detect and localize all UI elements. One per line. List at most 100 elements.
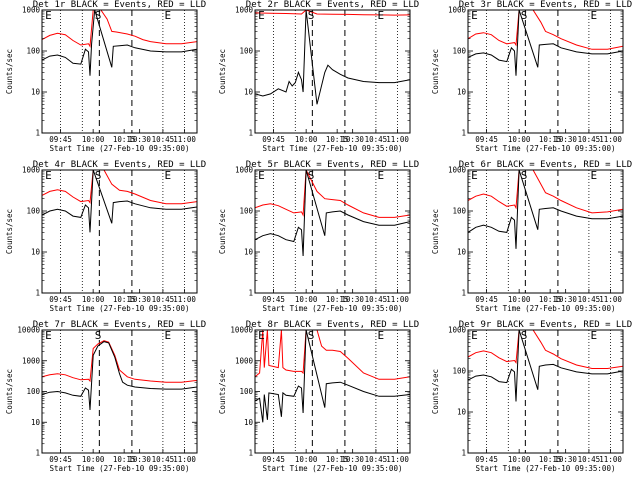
x-tick-label: 09:45 xyxy=(262,295,285,304)
y-tick-label: 1000 xyxy=(448,166,467,175)
y-tick-label: 1 xyxy=(461,289,466,298)
lld-rate-line xyxy=(255,330,410,380)
y-axis-label: Counts/sec xyxy=(431,49,440,94)
x-tick-label: 11:00 xyxy=(599,295,622,304)
events-rate-line xyxy=(42,341,197,411)
x-tick-label: 11:00 xyxy=(173,295,196,304)
y-tick-label: 100 xyxy=(239,387,253,396)
x-tick-label: 11:00 xyxy=(173,135,196,144)
event-marker-label: E xyxy=(45,329,52,342)
x-axis-label: Start Time (27-Feb-10 09:35:00) xyxy=(263,144,403,153)
panel-title: Det 7r BLACK = Events, RED = LLD xyxy=(33,320,206,330)
y-axis-label: Counts/sec xyxy=(218,209,227,254)
x-tick-label: 10:15 xyxy=(326,455,349,464)
x-tick-label: 10:45 xyxy=(365,455,388,464)
x-tick-label: 10:00 xyxy=(295,135,318,144)
x-axis-label: Start Time (27-Feb-10 09:35:00) xyxy=(476,464,616,473)
y-axis-label: Counts/sec xyxy=(218,369,227,414)
y-tick-label: 1000 xyxy=(448,326,467,335)
event-marker-label: E xyxy=(377,9,384,22)
event-marker-label: E xyxy=(164,329,171,342)
x-tick-label: 09:45 xyxy=(475,455,498,464)
event-marker-label: E xyxy=(590,9,597,22)
lld-rate-line xyxy=(255,10,410,16)
events-rate-line xyxy=(42,10,197,76)
events-rate-line xyxy=(468,10,623,76)
event-marker-label: S xyxy=(308,9,315,22)
y-tick-label: 1000 xyxy=(235,6,254,15)
plot-frame xyxy=(467,329,624,454)
x-tick-label: 10:00 xyxy=(295,455,318,464)
x-tick-label: 09:45 xyxy=(49,455,72,464)
y-tick-label: 10 xyxy=(457,248,467,257)
x-tick-label: 10:45 xyxy=(578,295,601,304)
x-axis-label: Start Time (27-Feb-10 09:35:00) xyxy=(476,304,616,313)
y-tick-label: 10 xyxy=(457,408,467,417)
event-marker-label: S xyxy=(521,329,528,342)
events-rate-line xyxy=(468,330,623,402)
x-tick-label: 09:45 xyxy=(475,295,498,304)
x-axis-label: Start Time (27-Feb-10 09:35:00) xyxy=(50,144,190,153)
x-axis-label: Start Time (27-Feb-10 09:35:00) xyxy=(263,464,403,473)
events-rate-line xyxy=(255,330,410,423)
x-axis-label: Start Time (27-Feb-10 09:35:00) xyxy=(476,144,616,153)
x-tick-label: 10:15 xyxy=(113,135,136,144)
plot-frame xyxy=(467,9,624,134)
x-tick-label: 10:30 xyxy=(341,295,364,304)
x-tick-label: 10:15 xyxy=(539,455,562,464)
y-tick-label: 1 xyxy=(248,289,253,298)
lld-rate-line xyxy=(42,340,197,383)
y-tick-label: 1 xyxy=(35,289,40,298)
x-tick-label: 10:15 xyxy=(326,135,349,144)
y-tick-label: 10 xyxy=(31,418,41,427)
x-tick-label: 10:30 xyxy=(128,295,151,304)
panel-title: Det 3r BLACK = Events, RED = LLD xyxy=(459,0,632,10)
x-tick-label: 10:45 xyxy=(152,135,175,144)
y-tick-label: 10 xyxy=(31,88,41,97)
panel-title: Det 4r BLACK = Events, RED = LLD xyxy=(33,160,206,170)
x-tick-label: 10:00 xyxy=(508,455,531,464)
x-tick-label: 10:00 xyxy=(82,295,105,304)
plot-frame xyxy=(254,329,411,454)
y-tick-label: 1000 xyxy=(22,6,41,15)
x-tick-label: 09:45 xyxy=(262,455,285,464)
plot-frame xyxy=(467,169,624,294)
x-tick-label: 10:30 xyxy=(128,455,151,464)
panel-det-6r: Det 6r BLACK = Events, RED = LLD 1 10 100 10… xyxy=(431,160,632,313)
x-tick-label: 10:30 xyxy=(341,135,364,144)
x-tick-label: 10:45 xyxy=(152,295,175,304)
x-tick-label: 10:30 xyxy=(341,455,364,464)
x-tick-label: 10:30 xyxy=(128,135,151,144)
events-rate-line xyxy=(42,170,197,233)
panel-det-9r: Det 9r BLACK = Events, RED = LLD 1 10 100 10… xyxy=(431,320,632,473)
event-marker-label: E xyxy=(45,169,52,182)
panel-det-4r: Det 4r BLACK = Events, RED = LLD 1 10 100 10… xyxy=(5,160,206,313)
x-tick-label: 10:15 xyxy=(326,295,349,304)
y-tick-label: 100 xyxy=(26,387,40,396)
x-tick-label: 10:00 xyxy=(295,295,318,304)
x-axis-label: Start Time (27-Feb-10 09:35:00) xyxy=(50,464,190,473)
event-marker-label: S xyxy=(95,9,102,22)
x-tick-label: 11:00 xyxy=(386,455,409,464)
lld-rate-line xyxy=(42,10,197,48)
event-marker-label: S xyxy=(521,169,528,182)
plot-frame xyxy=(41,9,198,134)
y-axis-label: Counts/sec xyxy=(431,209,440,254)
panel-det-8r: Det 8r BLACK = Events, RED = LLD 1 10 100 10… xyxy=(218,320,419,473)
x-tick-label: 09:45 xyxy=(475,135,498,144)
y-tick-label: 10 xyxy=(31,248,41,257)
event-marker-label: E xyxy=(164,9,171,22)
x-tick-label: 10:30 xyxy=(554,455,577,464)
y-axis-label: Counts/sec xyxy=(218,49,227,94)
y-tick-label: 1 xyxy=(248,129,253,138)
x-tick-label: 10:45 xyxy=(578,135,601,144)
lld-rate-line xyxy=(468,170,623,214)
y-axis-label: Counts/sec xyxy=(5,49,14,94)
x-tick-label: 09:45 xyxy=(49,135,72,144)
y-tick-label: 1000 xyxy=(22,356,41,365)
event-marker-label: S xyxy=(95,329,102,342)
panel-det-3r: Det 3r BLACK = Events, RED = LLD 1 10 100 10… xyxy=(431,0,632,153)
y-tick-label: 1000 xyxy=(22,166,41,175)
event-marker-label: E xyxy=(590,329,597,342)
y-tick-label: 1 xyxy=(35,129,40,138)
